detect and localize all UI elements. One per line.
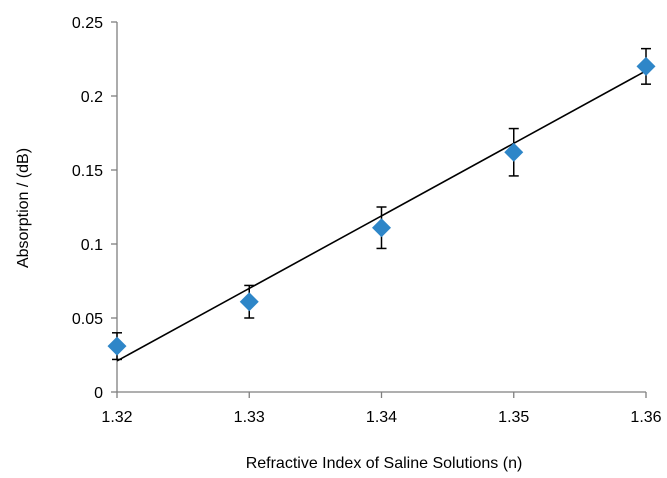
x-tick-label: 1.34: [366, 409, 397, 426]
ticks-layer: 0 0.05 0.1 0.15 0.2 0.25 1.32 1.33 1.34 1.35 1.36: [72, 15, 662, 426]
error-bars-layer: [112, 47, 651, 361]
x-axis-title: Refractive Index of Saline Solutions (n): [246, 455, 523, 472]
y-tick-label: 0.05: [72, 311, 103, 328]
x-tick-label: 1.33: [234, 409, 265, 426]
x-tick-label: 1.35: [498, 409, 529, 426]
points-layer: [107, 56, 656, 356]
x-tick-label: 1.36: [630, 409, 661, 426]
y-tick-label: 0.1: [81, 237, 103, 254]
data-point-diamond: [504, 142, 524, 162]
data-point-diamond: [239, 292, 259, 312]
x-tick-label: 1.32: [101, 409, 132, 426]
y-tick-label: 0: [94, 385, 103, 402]
y-tick-label: 0.25: [72, 15, 103, 32]
y-tick-label: 0.15: [72, 163, 103, 180]
data-point-diamond: [636, 56, 656, 76]
y-axis-title: Absorption / (dB): [15, 148, 32, 268]
y-tick-label: 0.2: [81, 89, 103, 106]
data-point-diamond: [107, 336, 127, 356]
data-point-diamond: [372, 218, 391, 238]
